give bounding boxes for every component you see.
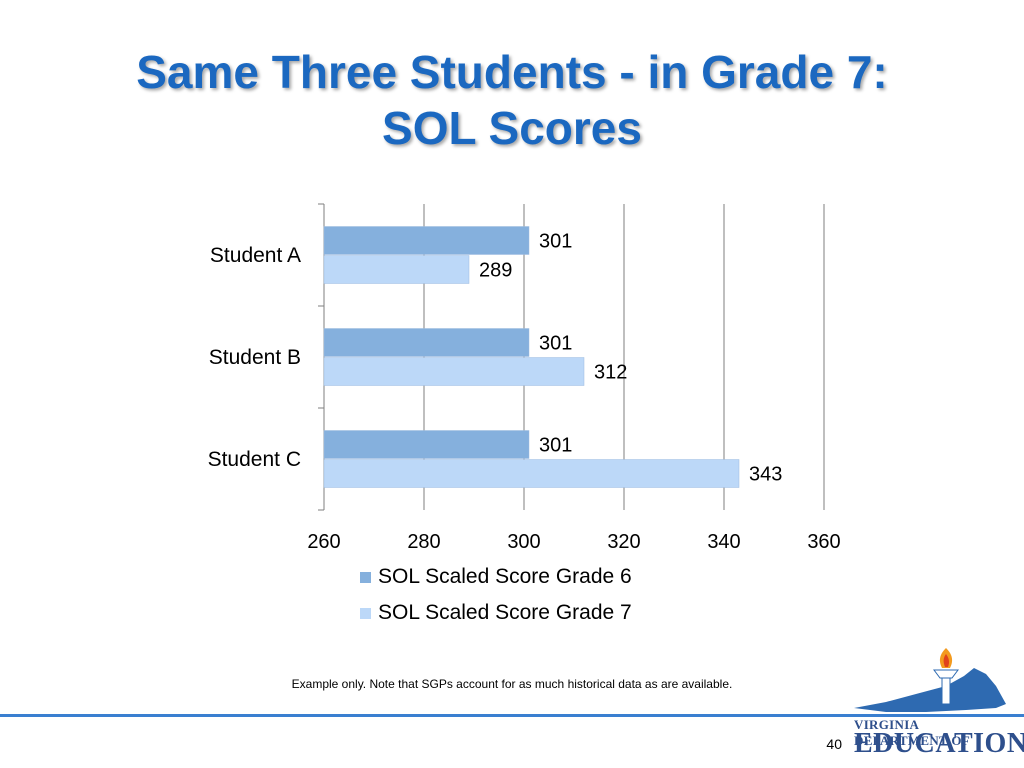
category-label: Student A <box>210 244 301 267</box>
category-label: Student B <box>209 346 301 369</box>
torch-flame-inner <box>943 654 950 667</box>
bar-grade7 <box>323 357 585 386</box>
category-label: Student C <box>208 448 301 471</box>
virginia-logo-icon <box>854 648 1006 712</box>
slide-title: Same Three Students - in Grade 7: SOL Sc… <box>0 44 1024 156</box>
x-tick-label: 260 <box>307 531 340 553</box>
logo-text-top: VIRGINIA DEPARTMENT OF <box>854 717 970 748</box>
footer-rule <box>0 714 1024 717</box>
bar-grade7 <box>323 255 470 284</box>
x-tick-label: 340 <box>707 531 740 553</box>
bar-grade6 <box>323 226 530 255</box>
data-label: 312 <box>594 362 627 384</box>
bar-grade6 <box>323 328 530 357</box>
legend-label: SOL Scaled Score Grade 6 <box>378 565 632 588</box>
title-line-1: Same Three Students - in Grade 7: <box>136 46 888 98</box>
bar-chart: 260 280 300 320 340 360 Student A 301 289 Student… <box>208 203 841 624</box>
bar-grade7 <box>323 459 740 488</box>
data-label: 301 <box>539 333 572 355</box>
data-label: 301 <box>539 435 572 457</box>
bar-grade6 <box>323 430 530 459</box>
data-label: 301 <box>539 231 572 253</box>
x-tick-label: 320 <box>607 531 640 553</box>
torch-cup <box>933 669 959 679</box>
state-shape <box>854 668 1006 712</box>
x-tick-label: 360 <box>807 531 840 553</box>
page-number: 40 <box>826 736 842 752</box>
legend-label: SOL Scaled Score Grade 7 <box>378 601 632 624</box>
title-line-2: SOL Scores <box>382 102 642 154</box>
data-label: 343 <box>749 464 782 486</box>
legend-swatch <box>360 608 371 619</box>
x-tick-label: 300 <box>507 531 540 553</box>
data-label: 289 <box>479 260 512 282</box>
x-tick-label: 280 <box>407 531 440 553</box>
logo-text-bottom: EDUCATION <box>854 728 1024 759</box>
footnote: Example only. Note that SGPs account for… <box>291 677 733 691</box>
legend-swatch <box>360 572 371 583</box>
